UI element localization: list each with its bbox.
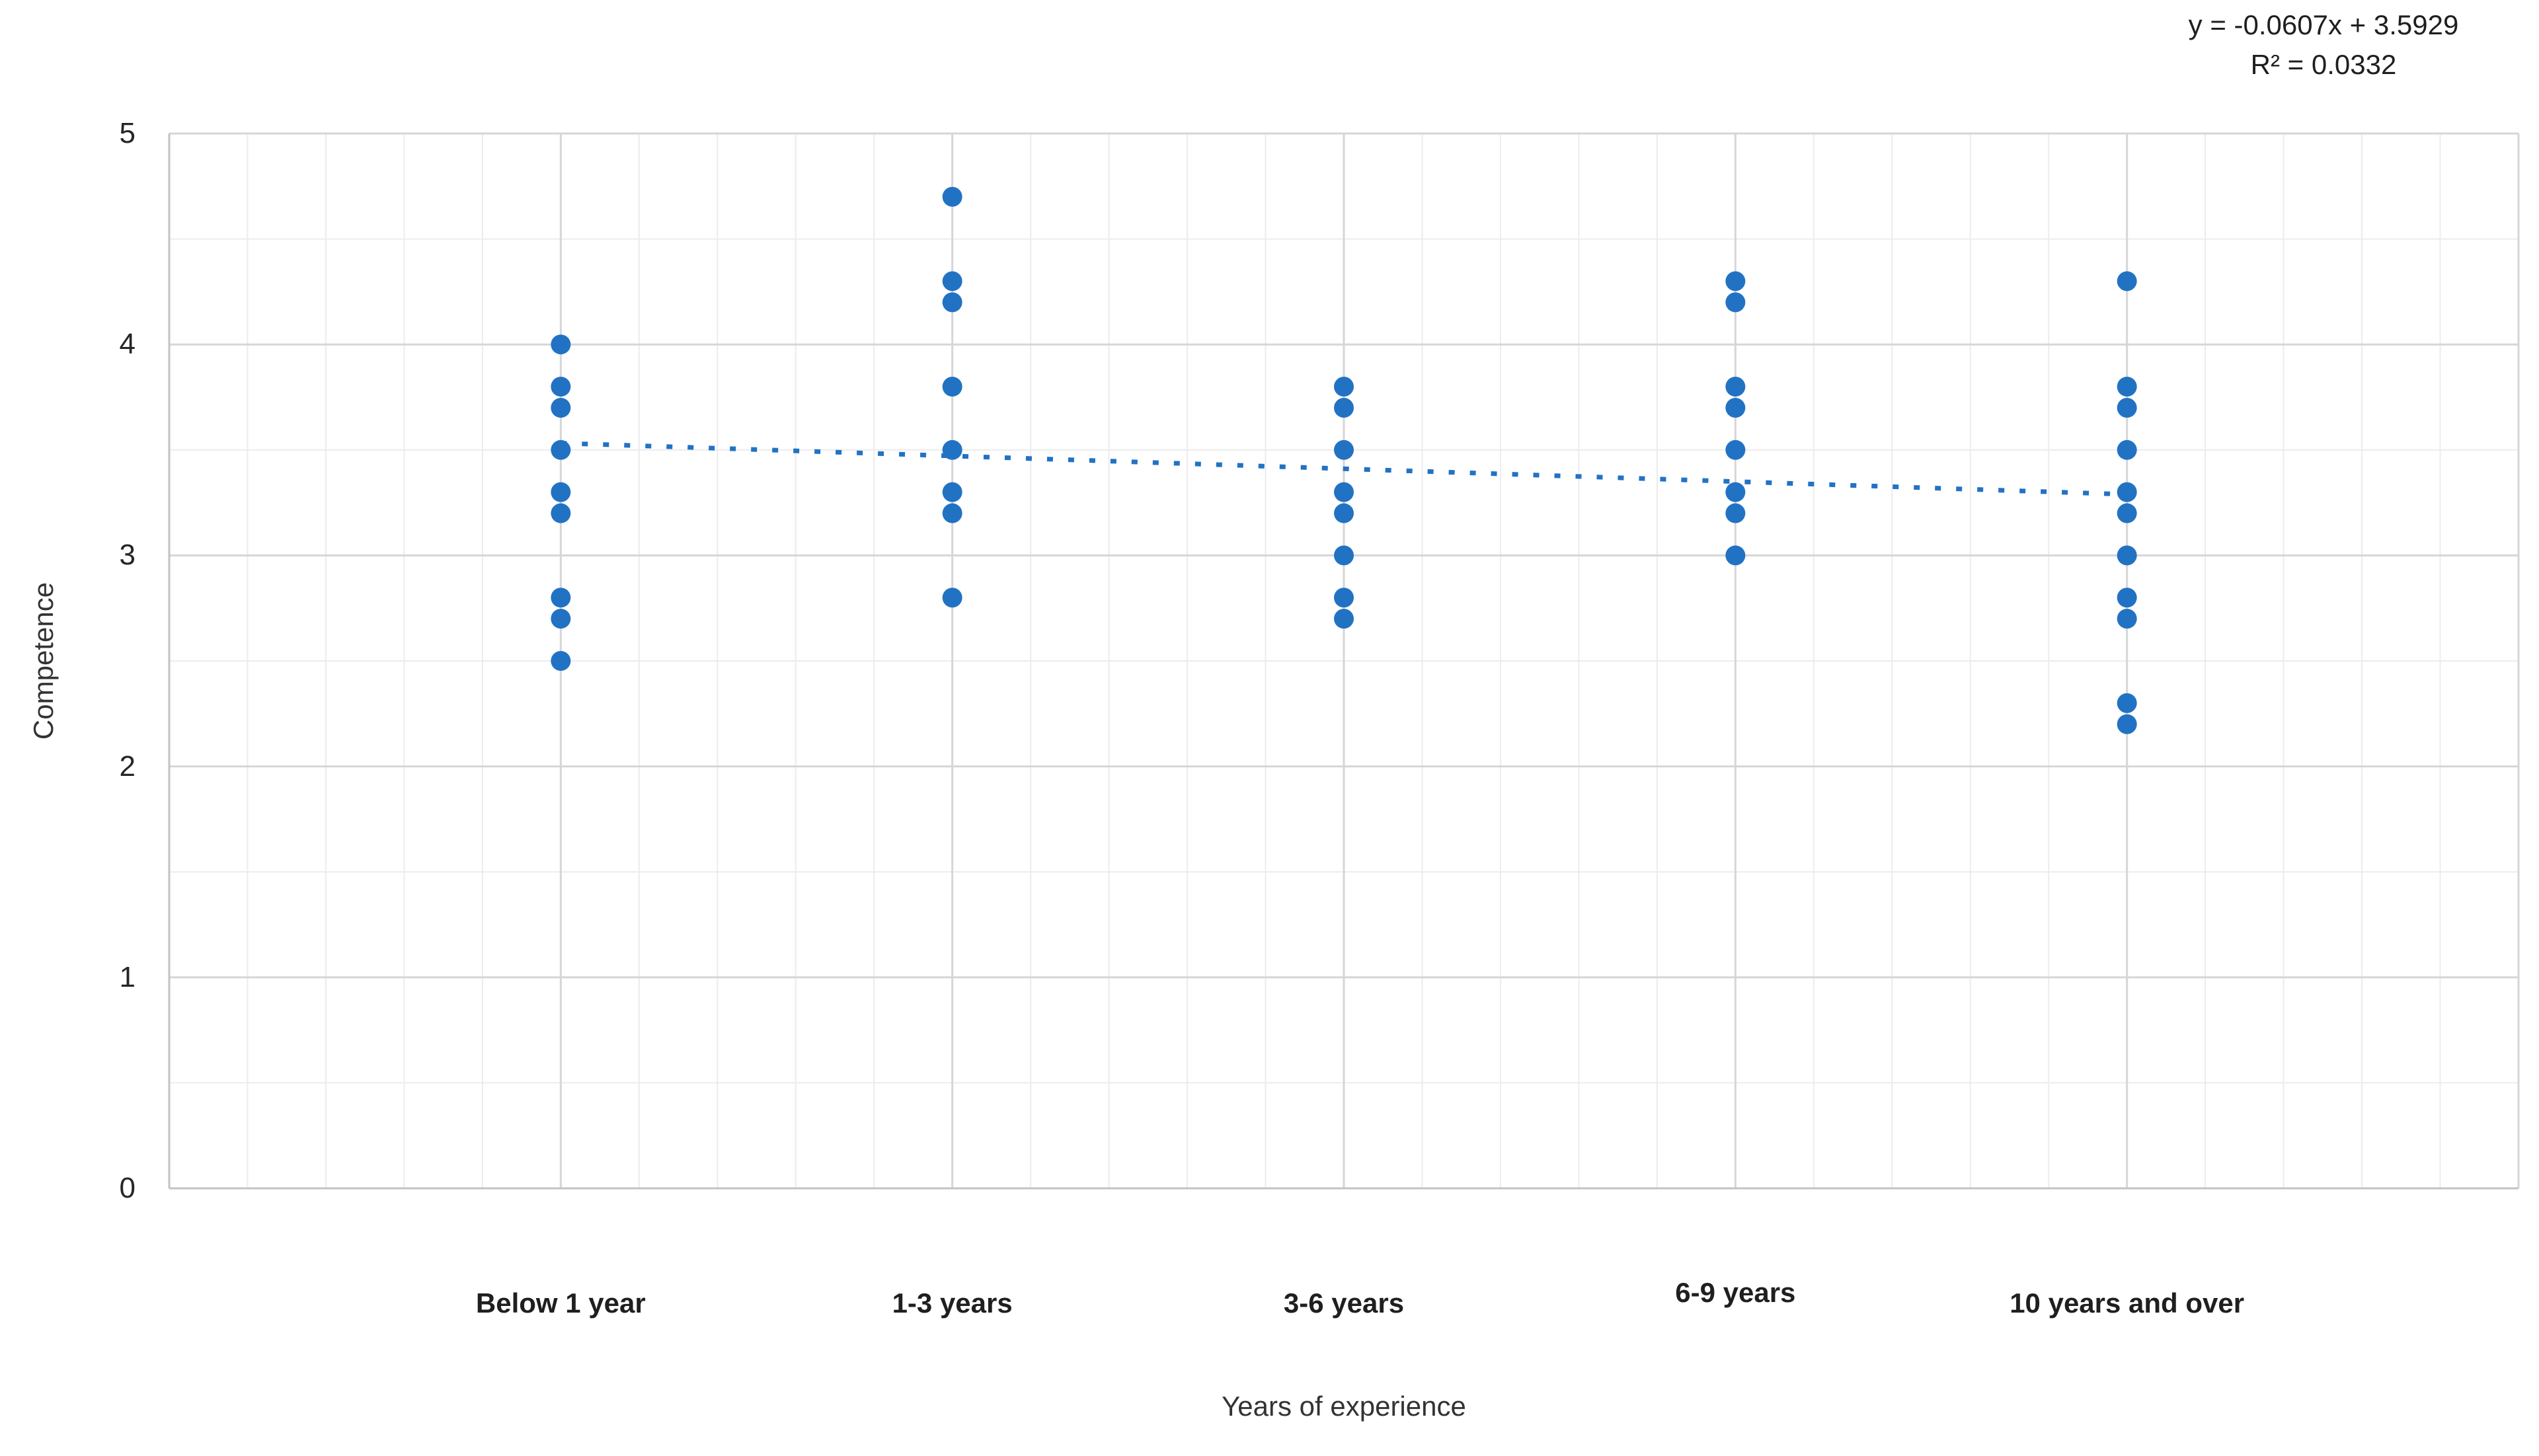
scatter-point [551,440,571,460]
scatter-point [942,271,962,291]
y-tick-label: 1 [119,960,136,993]
scatter-point [551,609,571,629]
scatter-point [942,186,962,207]
scatter-point [1725,377,1746,397]
scatter-point [1725,271,1746,291]
scatter-point [942,503,962,523]
scatter-point [551,334,571,355]
x-category-label: 1-3 years [892,1287,1013,1319]
scatter-point [551,588,571,608]
scatter-point [942,377,962,397]
scatter-point [942,482,962,502]
r-squared-text: R² = 0.0332 [2250,49,2397,80]
scatter-point [1334,545,1354,566]
scatter-point [1334,503,1354,523]
x-category-label: 6-9 years [1675,1277,1796,1308]
scatter-point [942,588,962,608]
trendline-equation-text: y = -0.0607x + 3.5929 [2188,9,2459,40]
scatter-point [1725,482,1746,502]
y-tick-label: 2 [119,749,136,783]
scatter-point [2117,588,2137,608]
scatter-point [1334,482,1354,502]
x-axis-title: Years of experience [1222,1391,1466,1422]
scatter-point [1334,609,1354,629]
scatter-point [1334,440,1354,460]
scatter-point [1725,545,1746,566]
x-category-label: Below 1 year [475,1287,646,1319]
y-axis-title: Competence [28,582,59,740]
scatter-point [2117,609,2137,629]
y-tick-label: 5 [119,117,136,149]
scatter-point [942,440,962,460]
trendline-annotation: y = -0.0607x + 3.5929 R² = 0.0332 [2132,5,2515,85]
scatter-point [1725,292,1746,313]
scatter-point [942,292,962,313]
scatter-point [1725,397,1746,418]
scatter-point [2117,503,2137,523]
scatter-point [1334,397,1354,418]
scatter-point [2117,440,2137,460]
scatter-point [1725,503,1746,523]
scatter-point [1725,440,1746,460]
x-category-label: 10 years and over [2010,1287,2245,1319]
scatter-point [1334,588,1354,608]
trendline [561,441,2127,497]
scatter-point [551,651,571,671]
scatter-point [2117,714,2137,734]
scatter-point [2117,271,2137,291]
scatter-point [551,377,571,397]
scatter-point [2117,482,2137,502]
y-tick-label: 0 [119,1172,136,1204]
scatter-point [2117,545,2137,566]
y-tick-label: 3 [119,539,136,572]
scatter-point [551,503,571,523]
scatter-point [551,482,571,502]
scatter-point [2117,377,2137,397]
scatter-point [551,397,571,418]
x-category-label: 3-6 years [1283,1287,1405,1319]
scatter-point [2117,693,2137,713]
scatter-point [2117,397,2137,418]
scatter-point [1334,377,1354,397]
y-tick-label: 4 [119,328,136,361]
